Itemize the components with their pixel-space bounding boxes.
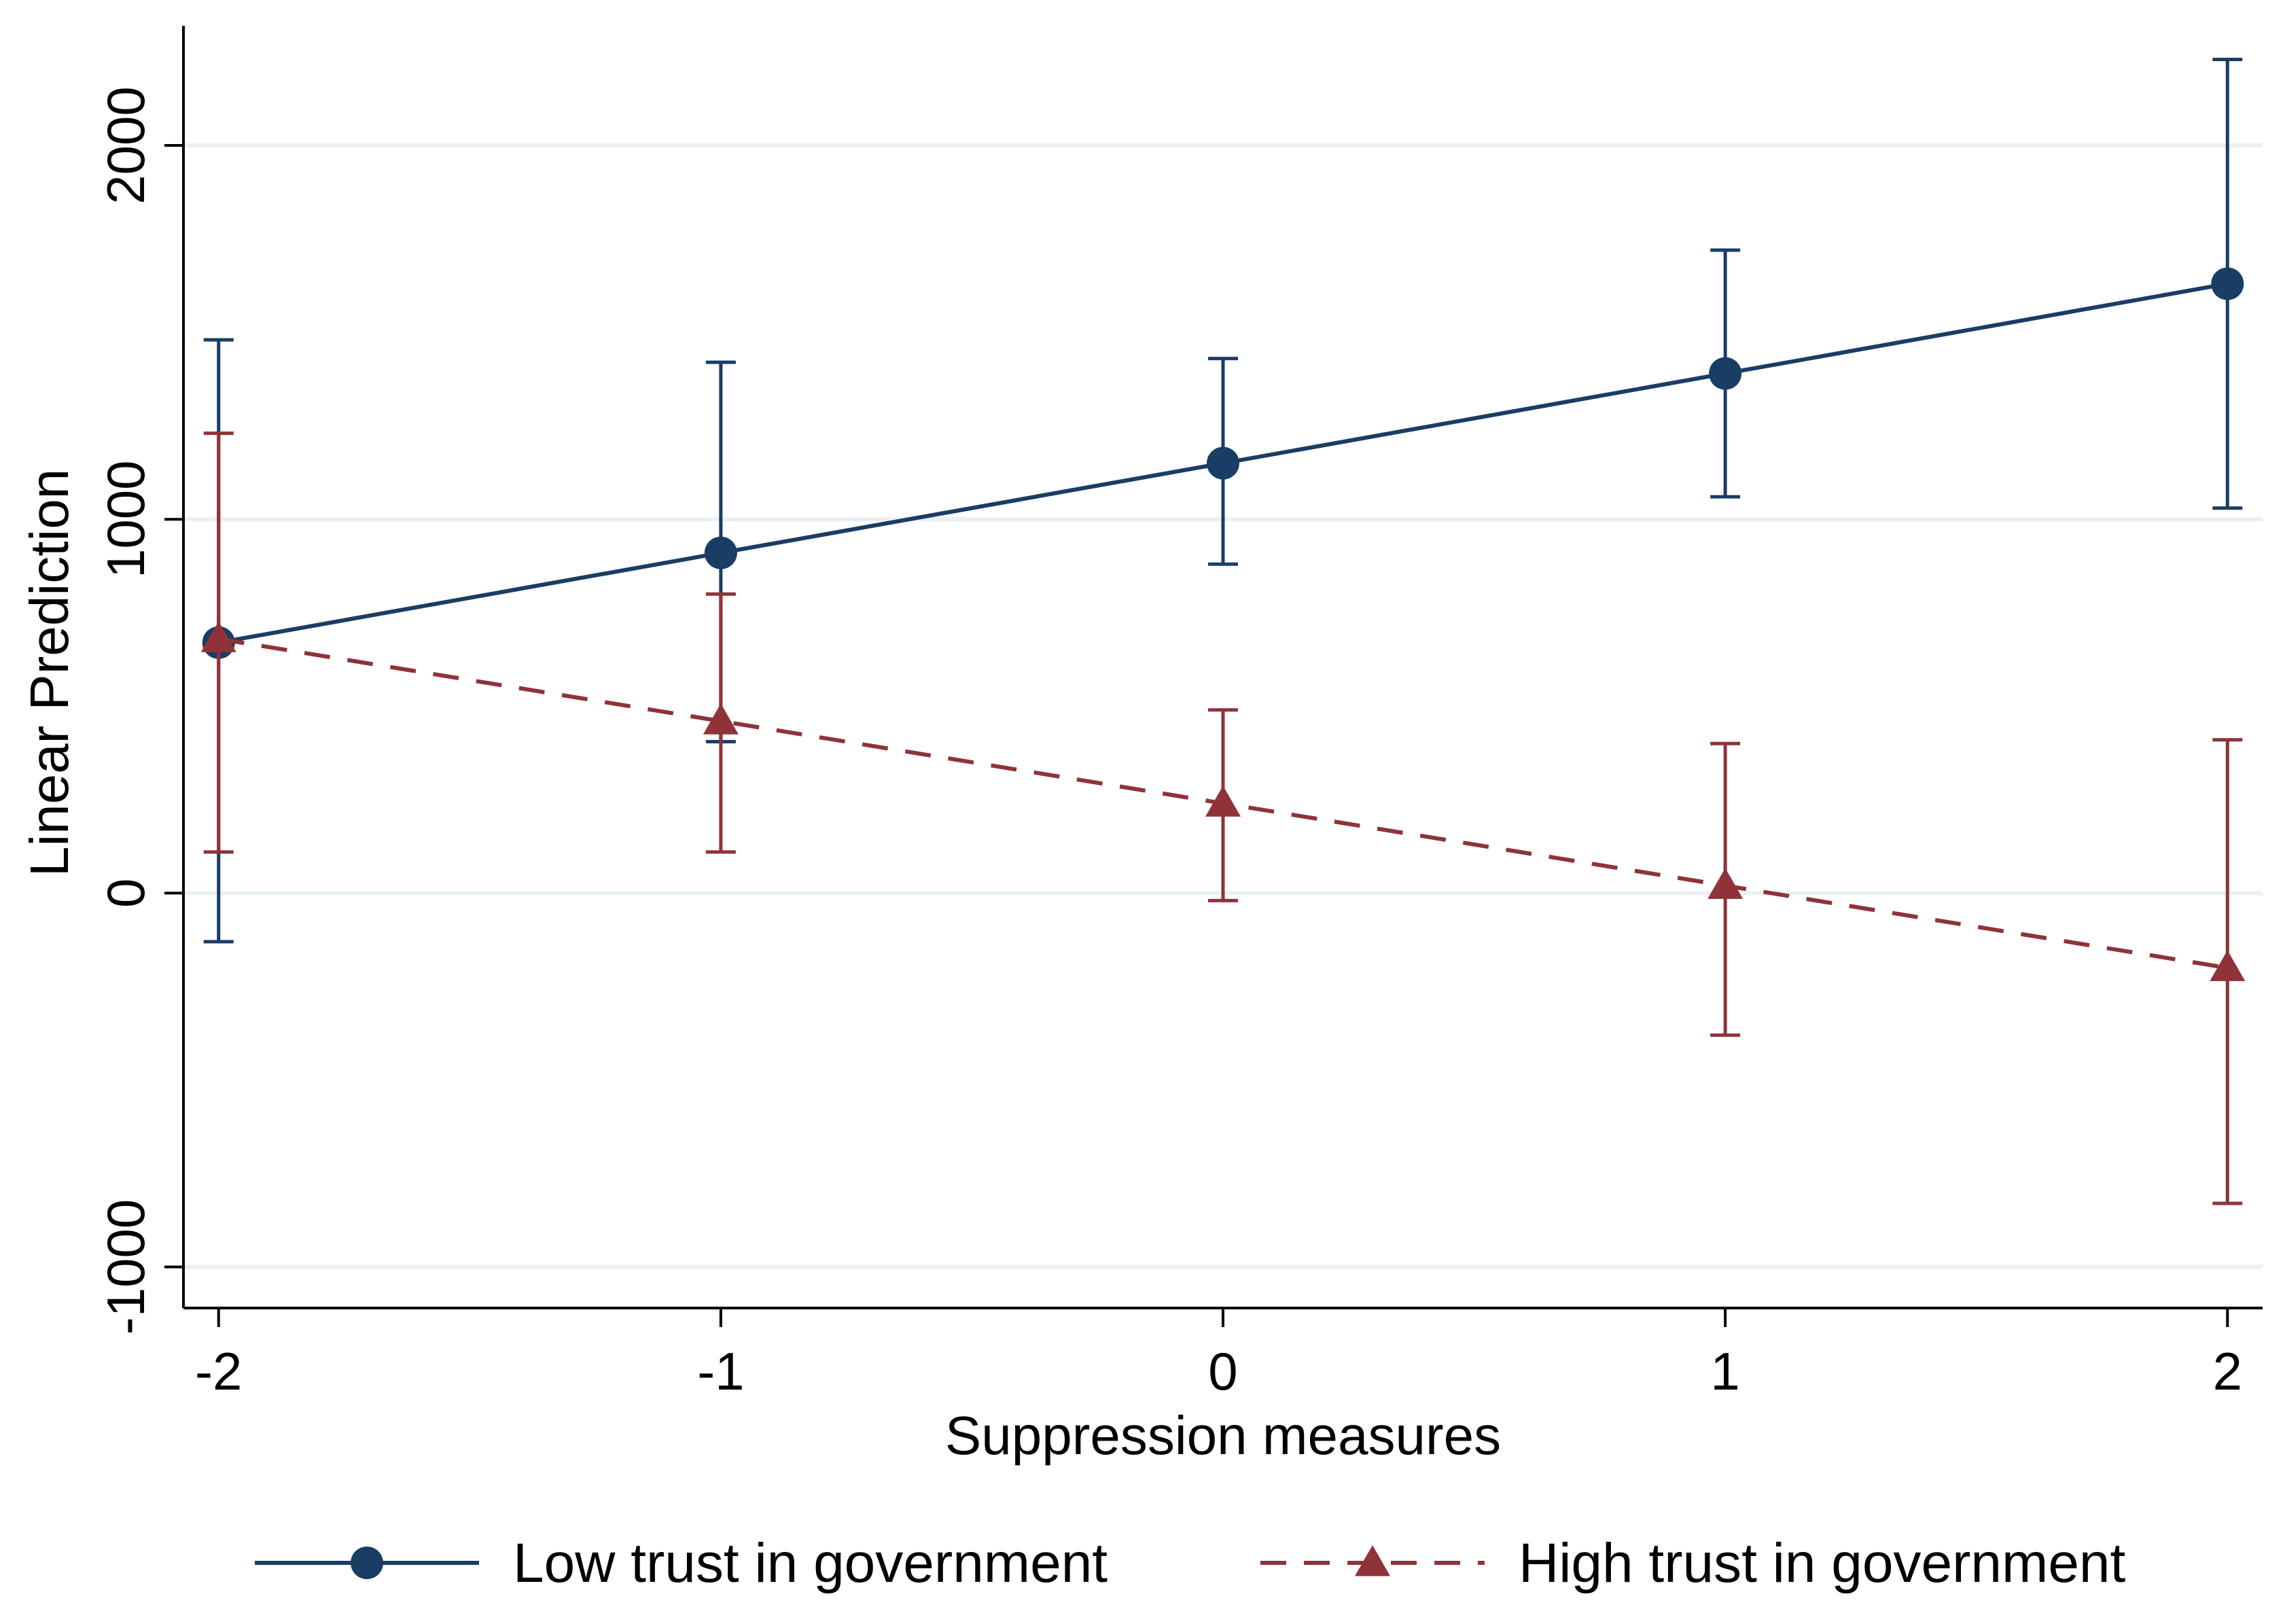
legend-marker [1355, 1545, 1390, 1576]
data-point [1207, 446, 1239, 480]
legend-marker [351, 1547, 383, 1579]
legend-item: Low trust in government [255, 1532, 1108, 1594]
axes: -1000 0 1000 2000 -2 -1 0 1 2 [96, 26, 2263, 1401]
legend-item: High trust in government [1260, 1532, 2126, 1594]
series-layer [200, 58, 2246, 1205]
y-axis-title: Linear Prediction [19, 469, 79, 877]
data-point [2210, 950, 2246, 981]
x-tick-label: 2 [2213, 1341, 2242, 1401]
data-point [704, 536, 737, 569]
y-tick-label: 0 [96, 879, 156, 908]
x-tick-label: -2 [195, 1341, 242, 1401]
legend: Low trust in government High trust in gov… [255, 1532, 2126, 1594]
data-point [1709, 357, 1742, 390]
data-point [703, 703, 739, 735]
legend-label: High trust in government [1519, 1532, 2126, 1594]
y-tick-label: -1000 [96, 1199, 156, 1335]
data-point [2211, 267, 2244, 300]
x-tick-label: 0 [1208, 1341, 1237, 1401]
legend-label: Low trust in government [513, 1532, 1108, 1594]
x-axis-title: Suppression measures [945, 1405, 1501, 1466]
x-tick-label: 1 [1710, 1341, 1739, 1401]
y-tick-label: 2000 [96, 86, 156, 205]
y-tick-label: 1000 [96, 460, 156, 578]
series-triangle [200, 431, 2246, 1205]
data-point [1205, 785, 1241, 817]
data-point [1707, 868, 1744, 899]
data-point [200, 621, 236, 652]
x-tick-label: -1 [697, 1341, 744, 1401]
